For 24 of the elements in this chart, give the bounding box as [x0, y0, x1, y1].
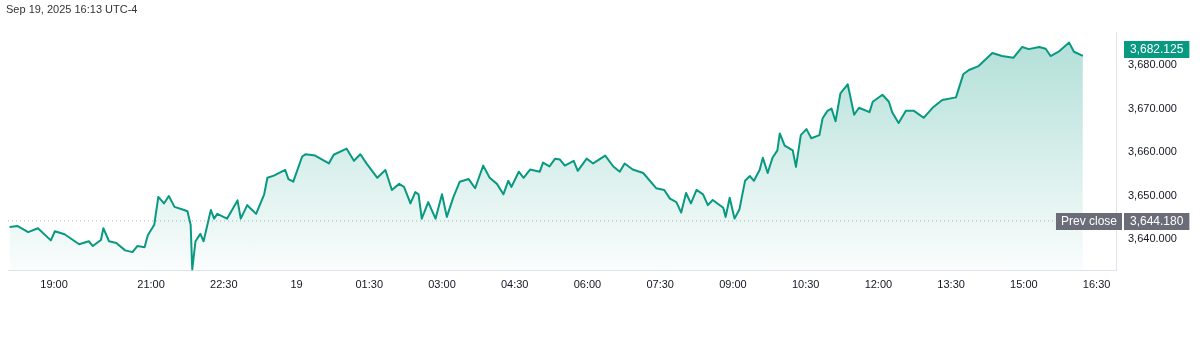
x-tick-label: 22:30	[210, 278, 238, 291]
x-tick-label: 06:00	[573, 278, 602, 291]
text: 3,644.180	[1130, 214, 1184, 229]
y-tick-label: 3,640.000	[1128, 232, 1177, 245]
x-tick-label: 09:00	[719, 278, 747, 291]
x-tick-label: 01:30	[355, 278, 384, 291]
y-tick-label: 3,680.000	[1128, 58, 1177, 71]
x-tick-label: 03:00	[428, 278, 456, 291]
chart-title: Sep 19, 2025 16:13 UTC-4	[6, 3, 138, 15]
x-tick-label: 04:30	[500, 278, 529, 291]
x-tick-label: 19	[290, 278, 303, 291]
x-tick-label: 19:00	[40, 278, 68, 291]
text: 3,682.125	[1130, 42, 1184, 57]
x-tick-label: 21:00	[137, 278, 165, 291]
y-tick-label: 3,670.000	[1128, 101, 1177, 114]
y-tick-label: 3,660.000	[1128, 145, 1177, 158]
x-tick-label: 12:00	[864, 278, 893, 291]
ref-line-label: Prev close	[1060, 214, 1118, 229]
x-tick-label: 10:30	[791, 278, 820, 291]
x-tick-label: 15:00	[1010, 278, 1038, 291]
x-tick-label: 13:30	[937, 278, 965, 291]
y-tick-label: 3,650.000	[1128, 188, 1177, 201]
x-tick-label: 16:30	[1082, 278, 1111, 291]
x-tick-label: 07:30	[646, 278, 674, 291]
